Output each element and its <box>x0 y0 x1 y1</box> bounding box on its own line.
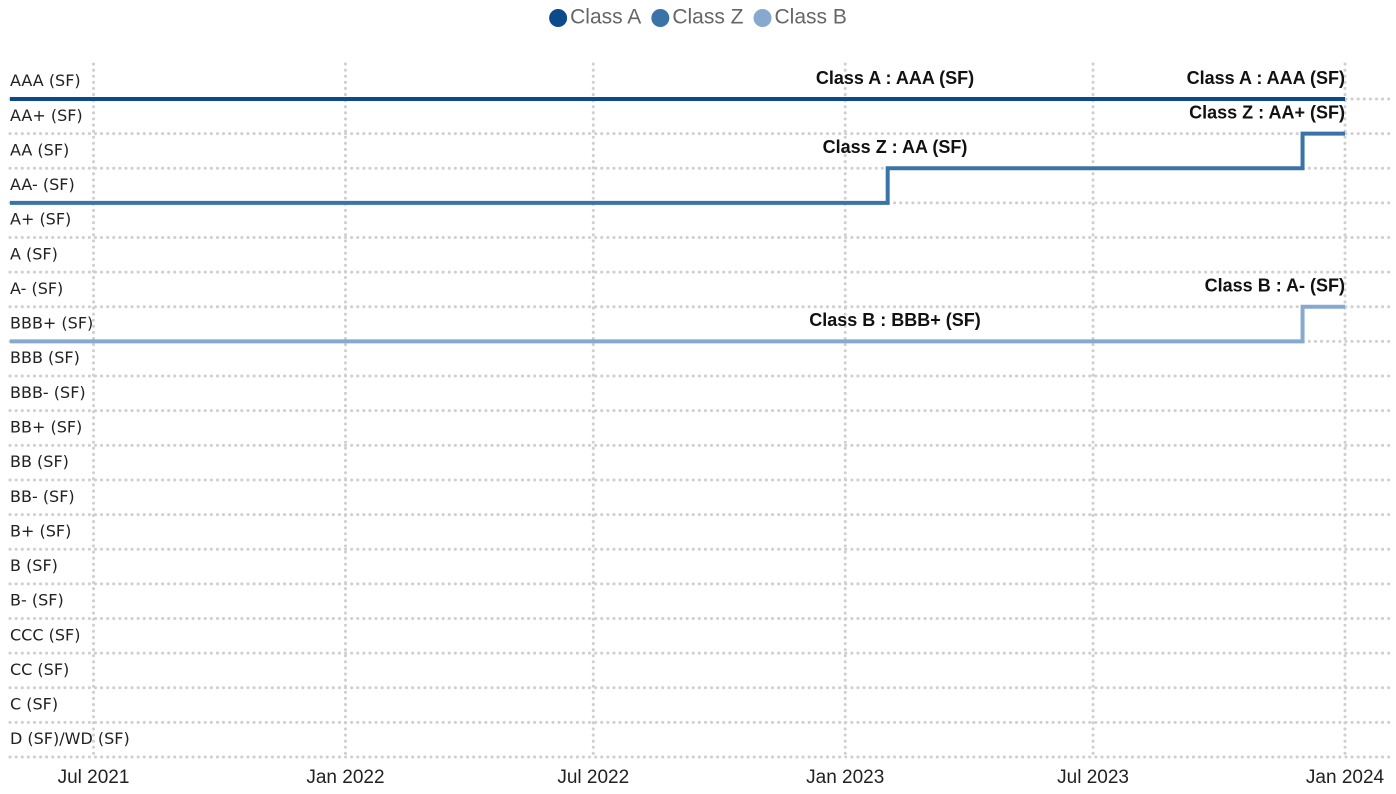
data-label: Class Z : AA (SF) <box>823 137 968 157</box>
x-tick-label: Jan 2024 <box>1306 767 1385 788</box>
y-tick-label: B- (SF) <box>10 591 64 610</box>
y-tick-label: A (SF) <box>10 244 58 263</box>
y-tick-label: D (SF)/WD (SF) <box>10 729 130 748</box>
x-tick-label: Jan 2023 <box>806 767 884 788</box>
x-tick-label: Jan 2022 <box>306 767 384 788</box>
y-tick-label: BBB- (SF) <box>10 383 86 402</box>
y-tick-label: AAA (SF) <box>10 71 81 90</box>
x-tick-label: Jul 2022 <box>557 767 629 788</box>
data-label: Class A : AAA (SF) <box>816 68 974 88</box>
y-tick-label: A+ (SF) <box>10 210 71 229</box>
x-tick-label: Jul 2021 <box>58 767 130 788</box>
y-tick-label: B (SF) <box>10 556 58 575</box>
data-label: Class Z : AA+ (SF) <box>1189 102 1345 122</box>
legend-label: Class B <box>775 6 847 29</box>
y-tick-label: C (SF) <box>10 695 58 714</box>
y-tick-label: CC (SF) <box>10 660 69 679</box>
y-tick-label: AA- (SF) <box>10 175 75 194</box>
legend: Class A Class Z Class B <box>549 6 847 29</box>
y-tick-label: BB- (SF) <box>10 487 75 506</box>
data-label: Class A : AAA (SF) <box>1187 68 1345 88</box>
y-tick-label: AA+ (SF) <box>10 106 83 125</box>
y-tick-label: BBB+ (SF) <box>10 314 93 333</box>
rating-line <box>10 304 1345 344</box>
y-tick-label: CCC (SF) <box>10 625 80 644</box>
rating-line <box>10 131 1345 205</box>
legend-label: Class Z <box>672 6 743 29</box>
legend-marker <box>651 9 670 27</box>
legend-label: Class A <box>570 6 641 29</box>
y-tick-label: BB (SF) <box>10 452 69 471</box>
data-label: Class B : BBB+ (SF) <box>809 310 981 330</box>
y-tick-label: AA (SF) <box>10 140 69 159</box>
y-tick-label: B+ (SF) <box>10 521 71 540</box>
x-tick-label: Jul 2023 <box>1057 767 1129 788</box>
y-tick-label: A- (SF) <box>10 279 63 298</box>
y-tick-label: BB+ (SF) <box>10 418 82 437</box>
y-tick-label: BBB (SF) <box>10 348 80 367</box>
legend-marker <box>753 9 772 27</box>
legend-marker <box>549 9 568 27</box>
data-label: Class B : A- (SF) <box>1205 276 1345 296</box>
